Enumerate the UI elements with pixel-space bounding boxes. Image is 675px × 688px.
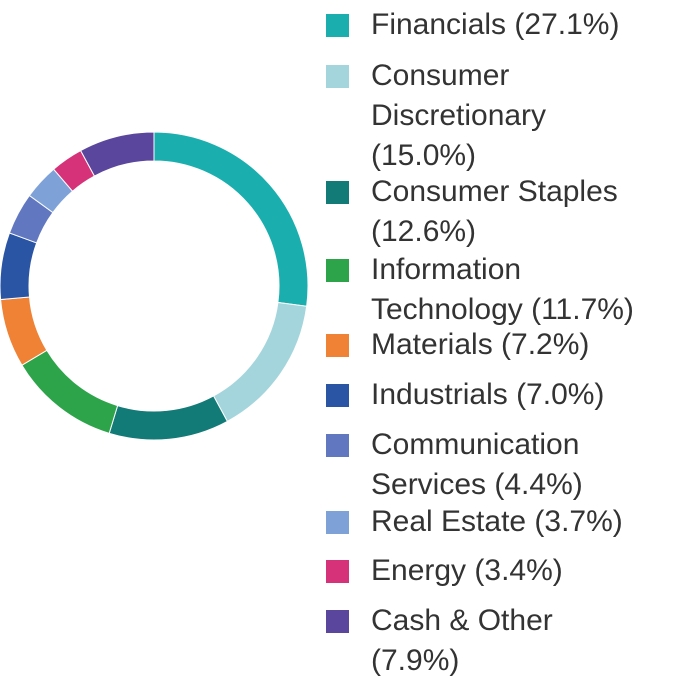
donut-slice-1 [153, 131, 309, 307]
donut-slice-5 [0, 296, 48, 366]
legend-swatch [326, 511, 349, 534]
donut-slice-10 [79, 131, 155, 177]
legend-label: Communication Services (4.4%) [371, 428, 583, 501]
legend-swatch [326, 434, 349, 457]
legend-label: Industrials (7.0%) [371, 378, 605, 411]
legend-label: Information Technology (11.7%) [371, 253, 634, 326]
legend-swatch [326, 610, 349, 633]
legend-label: Cash & Other (7.9%) [371, 604, 553, 677]
legend-swatch [326, 65, 349, 88]
legend-label: Consumer Staples (12.6%) [371, 175, 618, 248]
legend-swatch [326, 334, 349, 357]
legend-swatch [326, 384, 349, 407]
donut-slice-4 [21, 349, 119, 434]
legend-label: Consumer Discretionary (15.0%) [371, 59, 547, 172]
legend-label: Materials (7.2%) [371, 328, 590, 361]
legend-label: Real Estate (3.7%) [371, 505, 623, 538]
legend-swatch [326, 14, 349, 37]
legend-label: Financials (27.1%) [371, 8, 620, 41]
donut-slice-3 [108, 395, 229, 441]
legend-swatch [326, 181, 349, 204]
legend-label: Energy (3.4%) [371, 554, 563, 587]
legend-swatch [326, 560, 349, 583]
legend-swatch [326, 259, 349, 282]
donut-slice-2 [212, 301, 308, 423]
donut-slice-6 [0, 232, 38, 301]
donut-chart [0, 131, 309, 441]
